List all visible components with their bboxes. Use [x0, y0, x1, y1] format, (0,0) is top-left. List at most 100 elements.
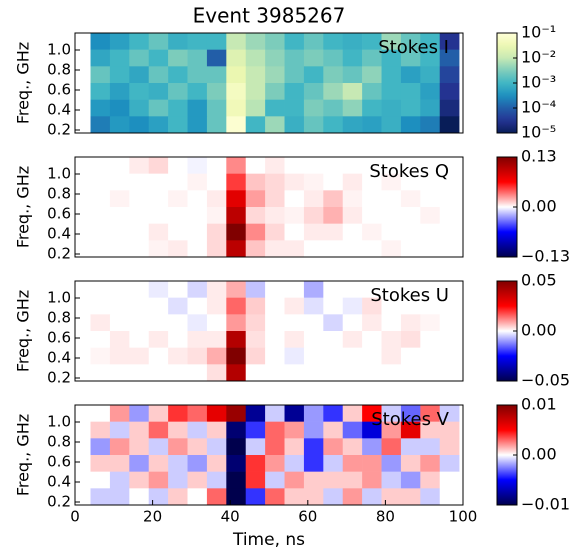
heatmap-cell [90, 455, 111, 472]
heatmap-cell [362, 116, 382, 134]
x-tick-label: 20 [143, 508, 162, 526]
heatmap-cell [400, 207, 421, 224]
heatmap-cell [400, 223, 421, 241]
heatmap-cell [323, 116, 344, 134]
chart-title: Event 3985267 [193, 4, 346, 28]
heatmap-cell [303, 99, 324, 117]
heatmap-cell [284, 314, 305, 332]
heatmap-cell [206, 438, 227, 456]
heatmap-cell [187, 297, 208, 315]
heatmap-cell [342, 421, 363, 439]
heatmap-cell [226, 281, 247, 298]
heatmap-cell [206, 116, 227, 134]
heatmap-cell [90, 314, 111, 332]
heatmap-cell [400, 455, 421, 472]
plot-frame [74, 404, 464, 506]
heatmap-cell [187, 223, 208, 241]
heatmap-cell [206, 157, 227, 174]
heatmap-cell [265, 297, 285, 315]
heatmap-cell [381, 297, 402, 315]
heatmap-cell [381, 405, 402, 422]
heatmap-cell [381, 33, 402, 50]
heatmap-cell [245, 364, 266, 382]
heatmap-cell [129, 190, 150, 208]
heatmap-cell [362, 190, 382, 208]
y-tick-label: 0.8 [47, 309, 71, 327]
y-tick-label: 0.8 [47, 61, 71, 79]
heatmap-cell [342, 66, 363, 84]
heatmap-cell [90, 405, 111, 422]
heatmap-cell [303, 488, 324, 506]
heatmap-cell [303, 364, 324, 382]
heatmap-cell [168, 421, 188, 439]
heatmap-cell [109, 471, 130, 489]
heatmap-cell [148, 488, 169, 506]
heatmap-cell [206, 455, 227, 472]
heatmap-cell [109, 364, 130, 382]
y-axis-label: Freq., GHz [14, 290, 33, 372]
heatmap-cell [362, 66, 382, 84]
colorbar-tick-label: −0.05 [521, 371, 570, 390]
heatmap-cell [90, 116, 111, 134]
heatmap-cell [420, 471, 441, 489]
heatmap-cell [187, 66, 208, 84]
heatmap-cell [400, 66, 421, 84]
y-tick-label: 0.4 [47, 349, 71, 367]
heatmap-cell [148, 207, 169, 224]
heatmap-cell [129, 471, 150, 489]
heatmap-cell [90, 347, 111, 365]
heatmap-cell [187, 116, 208, 134]
y-tick-label: 0.2 [47, 121, 71, 139]
heatmap-cell [400, 173, 421, 191]
heatmap-cell [90, 190, 111, 208]
heatmap-cell [323, 455, 344, 472]
heatmap-cell [303, 421, 324, 439]
heatmap-cell [206, 364, 227, 382]
heatmap-cell [187, 331, 208, 348]
heatmap-cell [420, 314, 441, 332]
heatmap-cell [226, 405, 247, 422]
y-tick-label: 0.4 [47, 225, 71, 243]
heatmap-cell [148, 281, 169, 298]
heatmap-cell [245, 281, 266, 298]
heatmap-cell [206, 421, 227, 439]
heatmap-cell [168, 488, 188, 506]
heatmap-cell [342, 405, 363, 422]
heatmap-cell [381, 421, 402, 439]
heatmap-cell [226, 33, 247, 50]
heatmap-cell [109, 455, 130, 472]
heatmap-cell [206, 488, 227, 506]
heatmap-cell [129, 488, 150, 506]
colorbar-tick-label: 0.13 [521, 147, 557, 166]
y-tick-label: 1.0 [47, 41, 71, 59]
heatmap-cell [206, 240, 227, 258]
heatmap-cell [148, 99, 169, 117]
heatmap-cell [187, 33, 208, 50]
heatmap-cell [381, 471, 402, 489]
heatmap-cell [303, 331, 324, 348]
heatmap-cell [226, 455, 247, 472]
heatmap-cell [265, 66, 285, 84]
heatmap-cell [323, 405, 344, 422]
heatmap-cell [323, 364, 344, 382]
heatmap-cell [420, 455, 441, 472]
x-axis-label: Time, ns [232, 530, 305, 550]
heatmap-cell [362, 173, 382, 191]
colorbar-tick-label: 0.00 [521, 445, 557, 464]
heatmap-cell [148, 223, 169, 241]
heatmap-cell [420, 405, 441, 422]
heatmap-cell [187, 455, 208, 472]
heatmap-cell [420, 364, 441, 382]
heatmap-cell [109, 223, 130, 241]
heatmap-cell [323, 488, 344, 506]
heatmap-cell [265, 471, 285, 489]
heatmap-cell [206, 207, 227, 224]
heatmap-cell [265, 455, 285, 472]
heatmap-cell [226, 421, 247, 439]
heatmap-cell [420, 99, 441, 117]
heatmap-cell [245, 157, 266, 174]
heatmap-cell [265, 488, 285, 506]
heatmap-cell [265, 116, 285, 134]
colorbar-tick-label: 10⁻⁴ [521, 98, 556, 117]
